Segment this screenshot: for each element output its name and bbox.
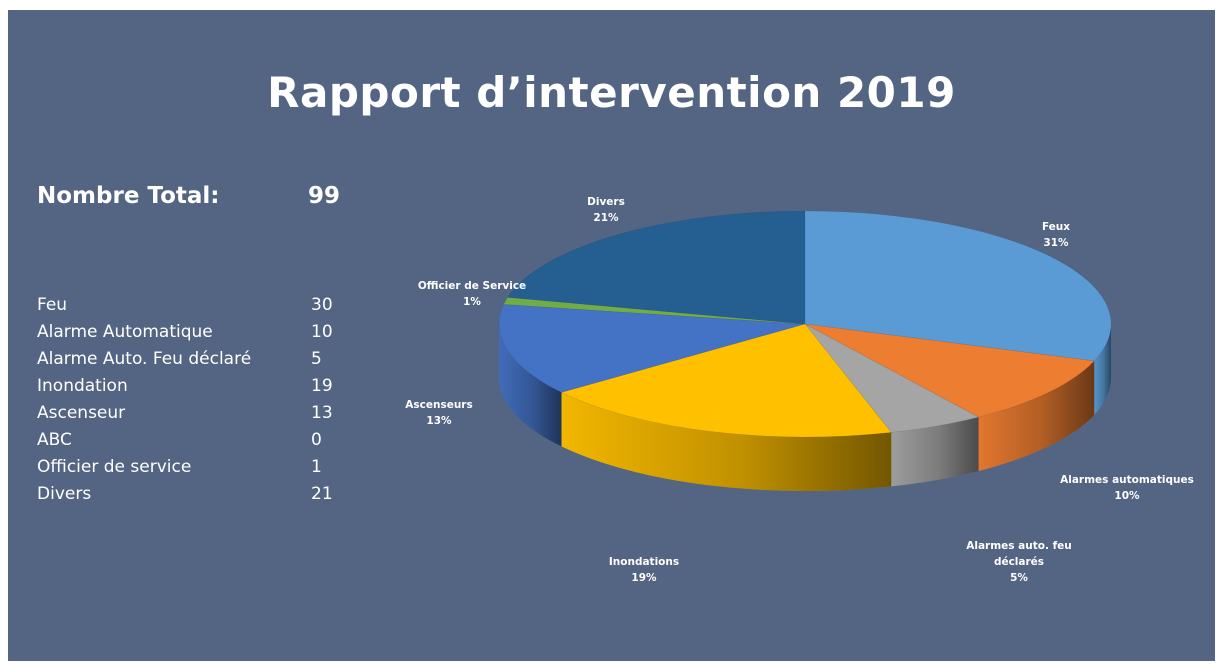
- slice-label: Feux 31%: [1042, 221, 1070, 249]
- total-label: Nombre Total:: [37, 183, 220, 209]
- list-item-label: Ascenseur: [37, 403, 126, 423]
- list-item-value: 21: [311, 484, 333, 504]
- list-item: Feu 30: [37, 292, 357, 319]
- intervention-list: Feu 30 Alarme Automatique 10 Alarme Auto. …: [37, 292, 357, 508]
- pie-slices: [498, 210, 1112, 438]
- list-item: ABC 0: [37, 427, 357, 454]
- list-item: Alarme Auto. Feu déclaré 5: [37, 346, 357, 373]
- pie-slice-side: [891, 417, 979, 487]
- list-item-value: 30: [311, 295, 333, 315]
- list-item-value: 13: [311, 403, 333, 423]
- pie-chart: Feux 31% Alarmes automatiques 10% Alarmes au…: [405, 196, 1194, 584]
- pie-slice: [498, 304, 806, 393]
- list-item-label: Officier de service: [37, 457, 192, 477]
- pie-slice: [804, 210, 1112, 362]
- list-item: Ascenseur 13: [37, 400, 357, 427]
- pie-sides: [499, 324, 1111, 491]
- list-item-label: Alarme Automatique: [37, 322, 213, 342]
- slice-label: Officier de Service 1%: [418, 280, 526, 308]
- slice-label: Ascenseurs 13%: [405, 399, 472, 427]
- pie-slice: [804, 323, 1095, 418]
- list-item-label: Alarme Auto. Feu déclaré: [37, 349, 252, 369]
- list-item-value: 1: [311, 457, 322, 477]
- total-value: 99: [308, 183, 341, 209]
- list-item-value: 5: [311, 349, 322, 369]
- list-item: Alarme Automatique 10: [37, 319, 357, 346]
- pie-slice: [503, 297, 806, 325]
- list-item-value: 19: [311, 376, 333, 396]
- pie-labels: Feux 31% Alarmes automatiques 10% Alarmes au…: [405, 196, 1194, 584]
- list-item-label: Divers: [37, 484, 92, 504]
- slice-label: Alarmes auto. feu déclarés 5%: [966, 540, 1072, 584]
- pie-slice-side: [978, 360, 1095, 472]
- pie-slice: [804, 323, 980, 433]
- list-item-label: Feu: [37, 295, 68, 315]
- pie-slice-side: [561, 392, 892, 491]
- slice-label: Alarmes automatiques 10%: [1060, 474, 1194, 502]
- slice-label: Inondations 19%: [609, 556, 679, 584]
- pie-slice-side: [499, 324, 562, 447]
- list-item-label: ABC: [37, 430, 72, 450]
- list-item-value: 10: [311, 322, 333, 342]
- list-item: Divers 21: [37, 481, 357, 508]
- page-title: Rapport d’intervention 2019: [267, 68, 956, 117]
- list-item: Officier de service 1: [37, 454, 357, 481]
- slide: Rapport d’intervention 2019 Nombre Total…: [8, 10, 1215, 661]
- pie-slice: [507, 210, 806, 325]
- list-item-label: Inondation: [37, 376, 128, 396]
- list-item-value: 0: [311, 430, 322, 450]
- pie-slice-side: [1094, 324, 1111, 415]
- list-item: Inondation 19: [37, 373, 357, 400]
- pie-slice: [560, 323, 892, 438]
- slice-label: Divers 21%: [587, 196, 625, 224]
